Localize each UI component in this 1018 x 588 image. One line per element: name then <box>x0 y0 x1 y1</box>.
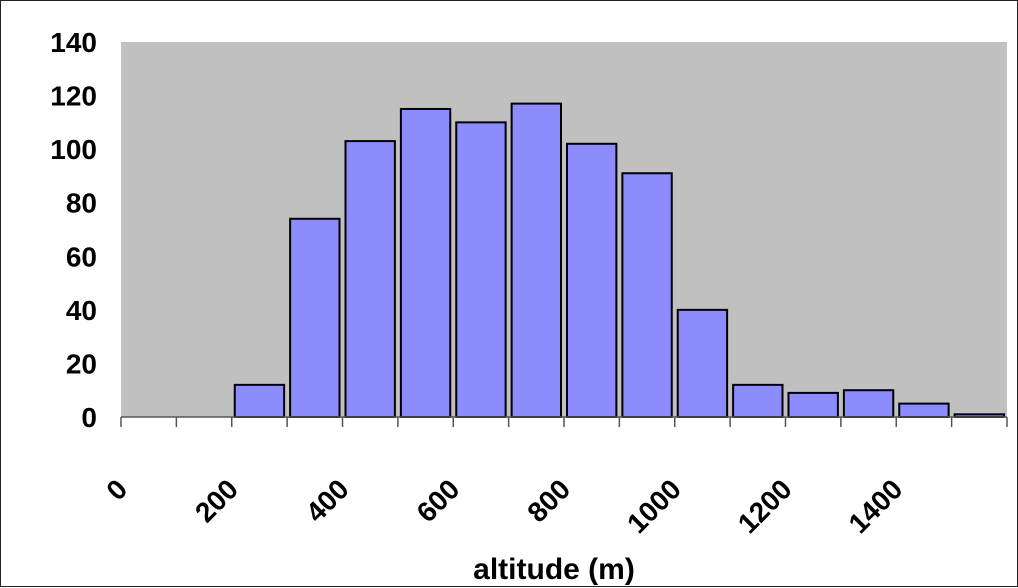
x-tick-label: 600 <box>411 473 466 528</box>
histogram-bar <box>676 308 729 419</box>
histogram-bar <box>510 102 562 418</box>
histogram-bar <box>898 402 950 419</box>
x-tick-label: 0 <box>100 473 133 506</box>
x-tick-label: 800 <box>521 473 576 528</box>
histogram-bar <box>842 389 895 419</box>
y-tick-label: 80 <box>66 188 97 219</box>
y-tick-label: 20 <box>66 348 97 379</box>
plot-area <box>121 42 1007 417</box>
y-tick-labels: 0 20 40 60 80 100 120 140 <box>50 27 97 433</box>
x-axis-label: altitude (m) <box>473 553 635 586</box>
bars-group <box>233 102 1005 419</box>
y-tick-label: 140 <box>50 27 97 58</box>
histogram-bar <box>399 107 452 418</box>
y-tick-label: 40 <box>66 295 97 326</box>
histogram-bar <box>455 121 507 418</box>
x-tick-marks <box>120 417 1008 427</box>
x-tick-label: 200 <box>189 473 244 528</box>
y-tick-label: 60 <box>66 241 97 272</box>
x-tick-label: 1200 <box>732 473 798 539</box>
histogram-bar <box>787 391 839 418</box>
y-tick-label: 120 <box>50 81 97 112</box>
x-tick-label: 1000 <box>621 473 687 539</box>
histogram-bar <box>289 217 341 418</box>
x-tick-labels: 0 200 400 600 800 1000 1200 1400 <box>100 473 908 539</box>
histogram-bar <box>233 383 286 419</box>
histogram-bar <box>621 172 673 418</box>
x-tick-label: 400 <box>300 473 355 528</box>
histogram-bar <box>344 140 396 418</box>
histogram-bar <box>732 383 784 419</box>
y-tick-label: 0 <box>81 402 97 433</box>
x-tick-label: 1400 <box>843 473 909 539</box>
histogram-bar <box>566 142 618 419</box>
y-tick-label: 100 <box>50 134 97 165</box>
